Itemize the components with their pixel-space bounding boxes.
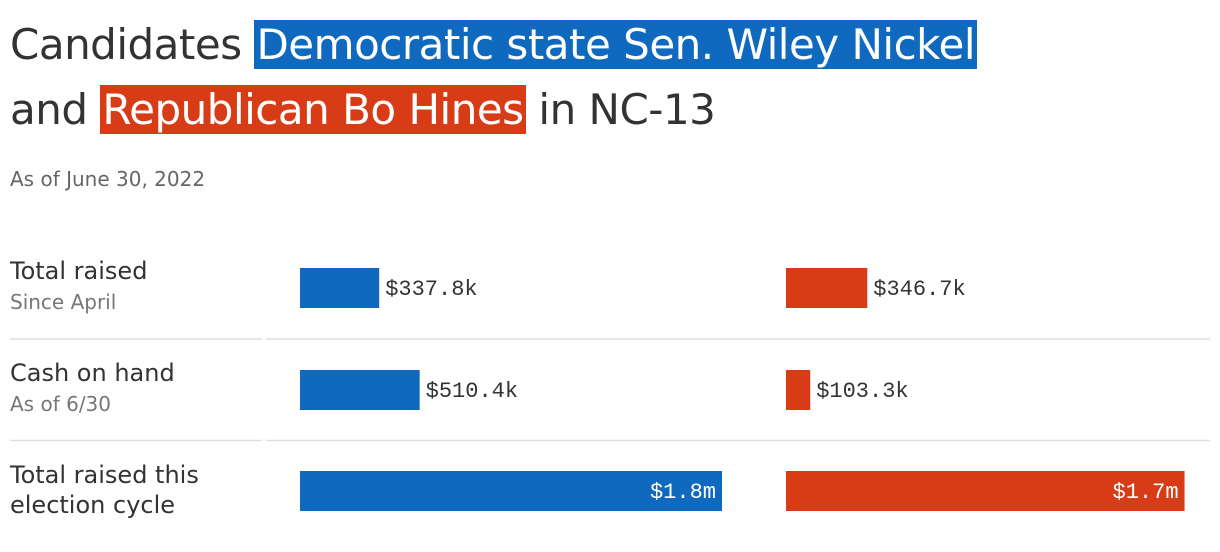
bar (786, 370, 811, 410)
category-label: Cash on hand (10, 359, 175, 387)
value-label: $510.4k (426, 379, 518, 404)
bar (786, 471, 1185, 511)
legend-entry: Democratic state Sen. Wiley Nickel (254, 20, 978, 69)
value-label: $1.7m (1113, 480, 1179, 505)
title-text: and (10, 85, 88, 134)
bar (300, 370, 420, 410)
category-note: Since April (10, 290, 116, 314)
category-label-line: Total raised this (9, 461, 199, 489)
subtitle: As of June 30, 2022 (10, 167, 206, 191)
legend-entry: Republican Bo Hines (100, 85, 526, 134)
category-label-line: election cycle (10, 491, 175, 519)
bar (300, 471, 722, 511)
bar (300, 268, 380, 308)
category-label: Total raised (9, 257, 147, 285)
value-label: $346.7k (873, 277, 965, 302)
value-label: $103.3k (816, 379, 908, 404)
title-text: Candidates (10, 20, 242, 69)
chart-title: Candidates Democratic state Sen. Wiley N… (10, 12, 1210, 142)
category-note: As of 6/30 (10, 392, 111, 416)
value-label: $1.8m (650, 480, 716, 505)
value-label: $337.8k (385, 277, 477, 302)
bar (786, 268, 868, 308)
title-text: in NC-13 (538, 85, 716, 134)
category-label: Total raised this election cycle (9, 461, 199, 519)
